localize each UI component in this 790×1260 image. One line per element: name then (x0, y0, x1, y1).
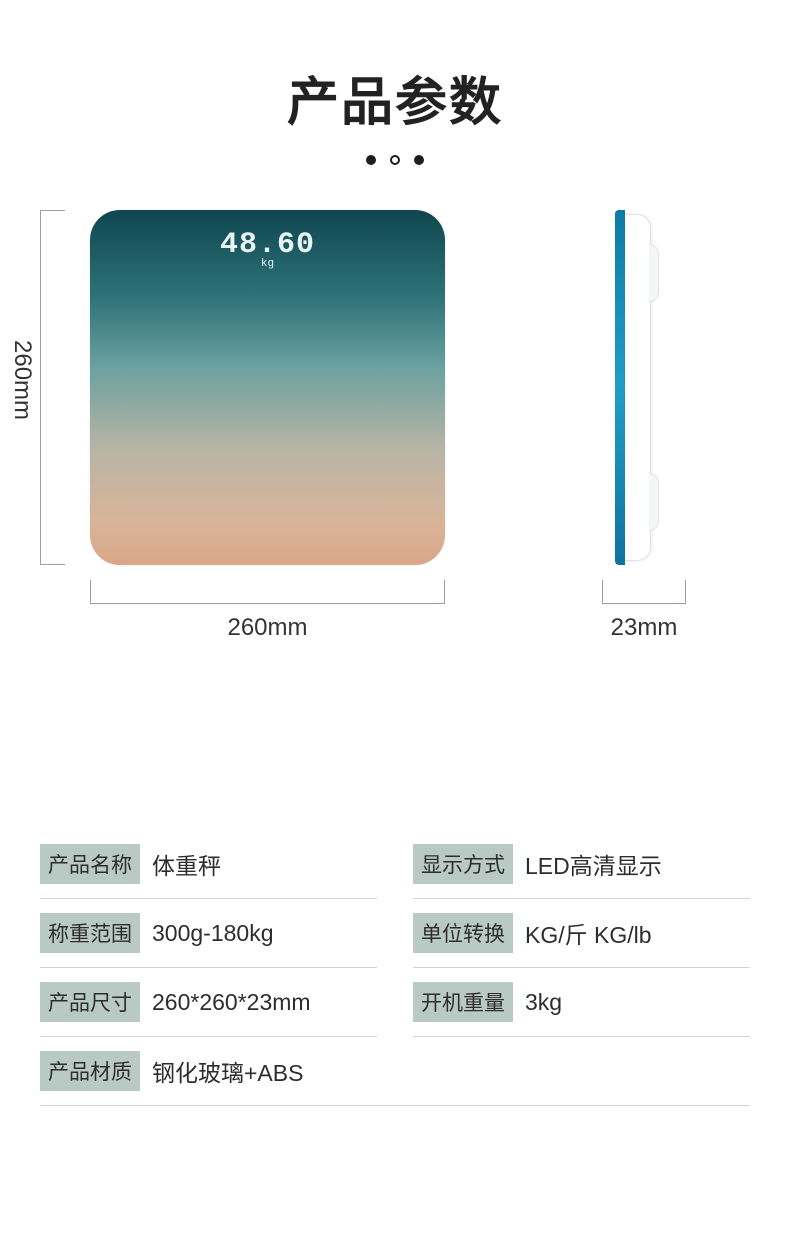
spec-label: 称重范围 (40, 913, 140, 953)
thickness-bracket (602, 580, 686, 604)
dot-icon (366, 155, 376, 165)
spec-row: 产品材质 钢化玻璃+ABS (40, 1037, 750, 1106)
display-value: 48.60 (220, 228, 315, 262)
spec-value: 260*260*23mm (152, 989, 311, 1016)
decorative-dots (0, 155, 790, 165)
spec-label: 产品材质 (40, 1051, 140, 1091)
title-block: 产品参数 (0, 0, 790, 165)
specs-table: 产品名称 体重秤 显示方式 LED高清显示 称重范围 300g-180kg 单位… (40, 830, 750, 1106)
spec-value: 体重秤 (152, 847, 221, 881)
side-body (625, 214, 651, 561)
page-title: 产品参数 (0, 60, 790, 135)
spec-label: 显示方式 (413, 844, 513, 884)
spec-value: 3kg (525, 989, 562, 1016)
spec-value: 300g-180kg (152, 920, 274, 947)
scale-display: 48.60 kg (220, 228, 315, 270)
spec-row: 显示方式 LED高清显示 (413, 830, 750, 899)
dot-icon (390, 155, 400, 165)
spec-row: 产品尺寸 260*260*23mm (40, 968, 377, 1037)
spec-row: 产品名称 体重秤 (40, 830, 377, 899)
side-glass (615, 210, 625, 565)
height-label: 260mm (8, 340, 36, 420)
spec-label: 单位转换 (413, 913, 513, 953)
spec-value: KG/斤 KG/lb (525, 916, 652, 950)
spec-label: 开机重量 (413, 982, 513, 1022)
height-bracket (40, 210, 64, 565)
scale-front-view: 48.60 kg (90, 210, 445, 565)
dot-icon (414, 155, 424, 165)
spec-value: 钢化玻璃+ABS (152, 1054, 303, 1088)
scale-side-view (615, 210, 675, 565)
spec-label: 产品名称 (40, 844, 140, 884)
spec-label: 产品尺寸 (40, 982, 140, 1022)
side-foot-top (649, 244, 659, 302)
width-label: 260mm (90, 614, 445, 642)
dimension-diagram: 260mm 48.60 kg 260mm 23mm (0, 200, 790, 720)
thickness-label: 23mm (602, 614, 686, 642)
spec-row: 单位转换 KG/斤 KG/lb (413, 899, 750, 968)
spec-row: 称重范围 300g-180kg (40, 899, 377, 968)
width-bracket (90, 580, 445, 604)
spec-value: LED高清显示 (525, 847, 662, 881)
spec-row: 开机重量 3kg (413, 968, 750, 1037)
side-foot-bottom (649, 473, 659, 531)
